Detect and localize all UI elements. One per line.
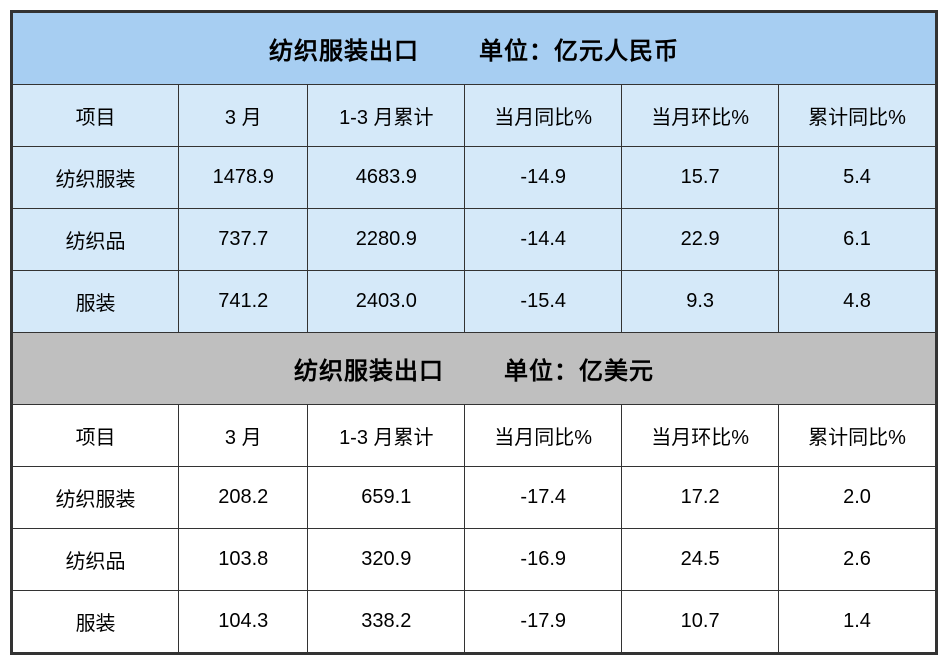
col-header: 1-3 月累计 xyxy=(308,405,465,467)
cell: 741.2 xyxy=(179,271,308,333)
cell: 2.6 xyxy=(779,529,936,591)
cell: 纺织品 xyxy=(13,529,179,591)
section-title-left: 纺织服装出口 xyxy=(269,31,419,66)
cell: 2.0 xyxy=(779,467,936,529)
cell: 服装 xyxy=(13,591,179,653)
cell: 1.4 xyxy=(779,591,936,653)
col-header: 当月同比% xyxy=(465,405,622,467)
cell: 纺织服装 xyxy=(13,147,179,209)
cell: 320.9 xyxy=(308,529,465,591)
table-row: 纺织服装 1478.9 4683.9 -14.9 15.7 5.4 xyxy=(13,147,936,209)
cell: 103.8 xyxy=(179,529,308,591)
cell: 2280.9 xyxy=(308,209,465,271)
cell: 5.4 xyxy=(779,147,936,209)
cell: 104.3 xyxy=(179,591,308,653)
col-header: 1-3 月累计 xyxy=(308,85,465,147)
cell: 22.9 xyxy=(622,209,779,271)
table-row: 服装 104.3 338.2 -17.9 10.7 1.4 xyxy=(13,591,936,653)
col-header: 项目 xyxy=(13,405,179,467)
cell: -15.4 xyxy=(465,271,622,333)
section-title-cell: 纺织服装出口 单位：亿元人民币 xyxy=(13,13,936,85)
col-header: 累计同比% xyxy=(779,405,936,467)
cell: 2403.0 xyxy=(308,271,465,333)
table-row: 纺织品 737.7 2280.9 -14.4 22.9 6.1 xyxy=(13,209,936,271)
section-title-cell: 纺织服装出口 单位：亿美元 xyxy=(13,333,936,405)
col-header: 项目 xyxy=(13,85,179,147)
col-header: 当月同比% xyxy=(465,85,622,147)
cell: 338.2 xyxy=(308,591,465,653)
cell: -17.4 xyxy=(465,467,622,529)
cell: 737.7 xyxy=(179,209,308,271)
table-row: 服装 741.2 2403.0 -15.4 9.3 4.8 xyxy=(13,271,936,333)
table-row: 纺织品 103.8 320.9 -16.9 24.5 2.6 xyxy=(13,529,936,591)
cell: 1478.9 xyxy=(179,147,308,209)
section-title-row: 纺织服装出口 单位：亿元人民币 xyxy=(13,13,936,85)
cell: 17.2 xyxy=(622,467,779,529)
cell: 4683.9 xyxy=(308,147,465,209)
column-header-row: 项目 3 月 1-3 月累计 当月同比% 当月环比% 累计同比% xyxy=(13,405,936,467)
cell: 659.1 xyxy=(308,467,465,529)
table-row: 纺织服装 208.2 659.1 -17.4 17.2 2.0 xyxy=(13,467,936,529)
cell: -17.9 xyxy=(465,591,622,653)
column-header-row: 项目 3 月 1-3 月累计 当月同比% 当月环比% 累计同比% xyxy=(13,85,936,147)
export-table: 纺织服装出口 单位：亿元人民币 项目 3 月 1-3 月累计 当月同比% 当月环… xyxy=(12,12,936,653)
section-title-left: 纺织服装出口 xyxy=(294,351,444,386)
cell: 4.8 xyxy=(779,271,936,333)
cell: 10.7 xyxy=(622,591,779,653)
cell: -16.9 xyxy=(465,529,622,591)
cell: 9.3 xyxy=(622,271,779,333)
export-table-container: 纺织服装出口 单位：亿元人民币 项目 3 月 1-3 月累计 当月同比% 当月环… xyxy=(10,10,938,655)
col-header: 累计同比% xyxy=(779,85,936,147)
cell: 纺织品 xyxy=(13,209,179,271)
cell: 208.2 xyxy=(179,467,308,529)
section-title-right: 单位：亿元人民币 xyxy=(479,31,679,66)
cell: 24.5 xyxy=(622,529,779,591)
cell: 纺织服装 xyxy=(13,467,179,529)
col-header: 3 月 xyxy=(179,405,308,467)
col-header: 3 月 xyxy=(179,85,308,147)
cell: 15.7 xyxy=(622,147,779,209)
section-title-right: 单位：亿美元 xyxy=(504,351,654,386)
section-title-row: 纺织服装出口 单位：亿美元 xyxy=(13,333,936,405)
cell: 6.1 xyxy=(779,209,936,271)
cell: -14.9 xyxy=(465,147,622,209)
cell: 服装 xyxy=(13,271,179,333)
cell: -14.4 xyxy=(465,209,622,271)
col-header: 当月环比% xyxy=(622,85,779,147)
col-header: 当月环比% xyxy=(622,405,779,467)
